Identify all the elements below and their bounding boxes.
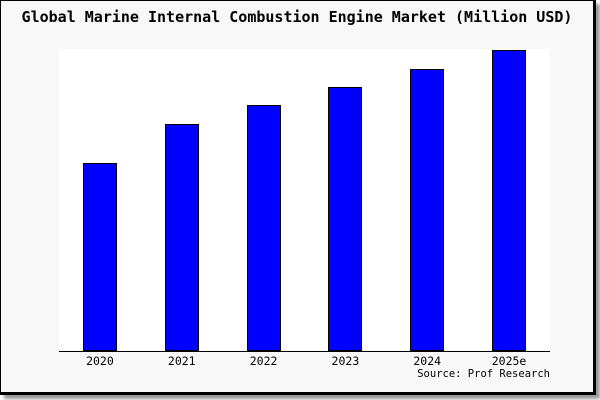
plot-area: [59, 49, 550, 352]
bar-2025e: [492, 50, 527, 351]
bar-2021: [164, 124, 199, 351]
bar-2024: [410, 69, 445, 351]
x-tick-2024: 2024: [413, 354, 442, 368]
chart-title: Global Marine Internal Combustion Engine…: [21, 8, 573, 26]
x-tick-2022: 2022: [249, 354, 278, 368]
bar-2023: [328, 87, 363, 351]
x-tick-2020: 2020: [86, 354, 114, 368]
source-credit: Source: Prof Research: [417, 368, 550, 380]
bars-container: [59, 49, 550, 351]
bar-2020: [82, 162, 117, 351]
x-tick-2023: 2023: [331, 354, 360, 368]
bar-2022: [246, 105, 281, 351]
x-axis-labels: 2020 2021 2022 2023 2024 2025e: [59, 354, 550, 368]
x-tick-2025e: 2025e: [491, 354, 527, 368]
x-tick-2021: 2021: [167, 354, 196, 368]
